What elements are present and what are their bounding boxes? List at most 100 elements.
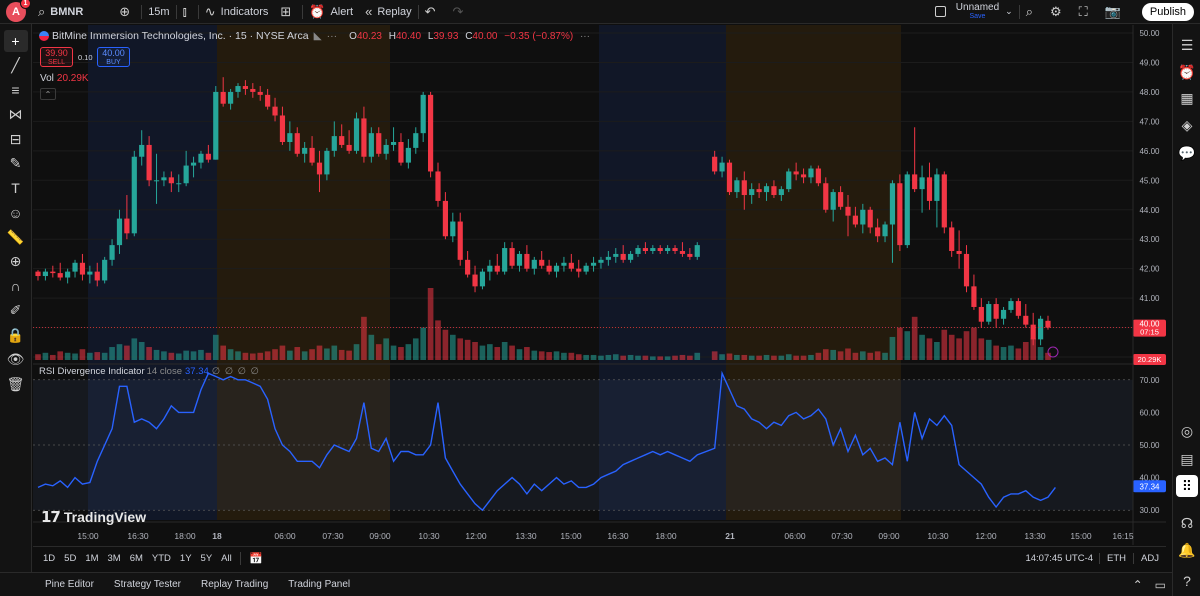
trash-icon[interactable]: 🗑 — [6, 375, 25, 392]
range-ytd[interactable]: YTD — [151, 553, 171, 564]
company-name[interactable]: BitMine Immersion Technologies, Inc. · 1… — [52, 30, 309, 42]
buy-button[interactable]: 40.00 BUY — [97, 47, 130, 67]
volume-bar — [741, 354, 748, 360]
projection-icon[interactable]: ⊟ — [9, 130, 22, 147]
sell-label: SELL — [47, 59, 66, 66]
range-1d[interactable]: 1D — [43, 553, 56, 564]
eye-icon[interactable]: 👁 — [6, 351, 25, 367]
indicators-button[interactable]: ∿ Indicators — [199, 0, 275, 24]
notifications-icon[interactable]: 🔔 — [1178, 541, 1196, 558]
redo-button[interactable]: ↷ — [446, 0, 474, 24]
alert-button[interactable]: ⏰ Alert — [303, 0, 359, 24]
zoom-icon[interactable]: ⊕ — [9, 253, 22, 269]
lock-drawings-icon[interactable]: ✐ — [9, 302, 22, 318]
time-axis-label: 12:00 — [975, 531, 997, 541]
more-icon[interactable]: ··· — [326, 30, 338, 42]
templates-button[interactable]: ⊞ — [274, 0, 302, 24]
chart-canvas[interactable]: 50.00 49.00 48.00 47.00 46.00 45.00 44.00 43.00… — [33, 25, 1166, 546]
chart-pane[interactable]: 50.00 49.00 48.00 47.00 46.00 45.00 44.00 43.00… — [33, 25, 1166, 546]
volume-bar — [852, 352, 859, 360]
tab-pine-editor[interactable]: Pine Editor — [45, 579, 94, 590]
candle-body — [808, 168, 814, 178]
range-5d[interactable]: 5D — [64, 553, 77, 564]
chevron-up-icon[interactable]: ⌃ — [1132, 577, 1143, 592]
rsi-name[interactable]: RSI Divergence Indicator — [39, 366, 145, 377]
candle-body — [124, 218, 130, 234]
ruler-icon[interactable]: 📏 — [6, 228, 25, 245]
clock[interactable]: 14:07:45 UTC-4 — [1025, 553, 1094, 564]
candle-body — [1038, 318, 1044, 340]
goto-date-icon[interactable]: 📅 — [240, 552, 267, 565]
interval-button[interactable]: 15m — [142, 0, 175, 24]
volume-bar — [279, 345, 286, 360]
candle-body — [457, 221, 463, 260]
help-icon[interactable]: ? — [1183, 573, 1191, 589]
tab-replay-trading[interactable]: Replay Trading — [201, 579, 269, 590]
volume-bar — [353, 344, 360, 360]
broadcast-icon[interactable]: ☊ — [1180, 514, 1194, 531]
volume-bar — [361, 316, 367, 360]
volume-bar — [442, 329, 449, 360]
candle-body — [912, 174, 918, 190]
brush-icon[interactable]: ✎ — [9, 155, 22, 171]
pattern-icon[interactable]: ⋈ — [8, 106, 23, 122]
range-1m[interactable]: 1M — [85, 553, 99, 564]
quick-search-button[interactable]: ⌕ — [1020, 0, 1044, 24]
eth-toggle[interactable]: ETH — [1099, 553, 1133, 564]
snapshot-button[interactable]: 📷 — [1099, 0, 1132, 24]
settings-button[interactable]: ⚙ — [1044, 0, 1073, 24]
emoji-icon[interactable]: ☺ — [8, 204, 23, 221]
adj-toggle[interactable]: ADJ — [1133, 553, 1166, 564]
layout-button[interactable]: Unnamed Save ⌄ — [929, 0, 1019, 24]
alerts-icon[interactable]: ⏰ — [1178, 63, 1196, 80]
volume-bar — [897, 327, 903, 360]
buy-label: BUY — [106, 59, 121, 66]
chat-icon[interactable]: 💬 — [1178, 144, 1196, 161]
text-icon[interactable]: T — [11, 180, 20, 196]
watchlist-icon[interactable]: ☰ — [1180, 36, 1194, 53]
replay-button[interactable]: « Replay — [359, 0, 417, 24]
candle-body — [553, 265, 560, 272]
indicators-label: Indicators — [220, 5, 269, 18]
magnet-icon[interactable]: ∩ — [10, 278, 21, 294]
volume-bar — [516, 349, 523, 360]
compare-button[interactable]: ⊕ — [113, 0, 141, 24]
range-all[interactable]: All — [221, 553, 232, 564]
object-tree-icon[interactable]: ▦ — [1180, 89, 1194, 106]
ideas-icon[interactable]: ◎ — [1180, 422, 1194, 439]
candle-body — [265, 94, 271, 107]
maximize-icon[interactable]: ▭ — [1154, 577, 1166, 592]
range-6m[interactable]: 6M — [129, 553, 143, 564]
rsi-axis-label: 70.00 — [1139, 376, 1160, 385]
tab-strategy-tester[interactable]: Strategy Tester — [113, 579, 181, 590]
time-axis-label: 10:30 — [927, 531, 949, 541]
publish-button[interactable]: Publish — [1141, 2, 1194, 21]
candle-body — [978, 306, 984, 322]
range-3m[interactable]: 3M — [107, 553, 121, 564]
symbol-search[interactable]: ⌕ BMNR — [32, 0, 89, 24]
collapse-legend-button[interactable]: ⌃ — [40, 88, 56, 100]
apps-grid-icon[interactable]: ⠿ — [1176, 475, 1198, 497]
tab-trading-panel[interactable]: Trading Panel — [288, 579, 351, 590]
range-5y[interactable]: 5Y — [200, 553, 213, 564]
trend-line-icon[interactable]: ╱ — [11, 57, 20, 73]
calendar-icon[interactable]: ▤ — [1180, 450, 1194, 467]
candle-body — [220, 91, 226, 104]
volume-bar — [79, 349, 86, 360]
layers-icon[interactable]: ◈ — [1181, 116, 1193, 133]
candle-body — [168, 177, 174, 184]
volume-bar — [35, 354, 41, 360]
fullscreen-button[interactable]: ⛶ — [1073, 0, 1099, 24]
sell-button[interactable]: 39.90 SELL — [40, 47, 73, 67]
range-1y[interactable]: 1Y — [179, 553, 192, 564]
chart-type-button[interactable]: ⫾ — [177, 0, 198, 24]
volume-bar — [657, 356, 664, 360]
candle-body — [442, 200, 448, 237]
lock-icon[interactable]: 🔒 — [6, 326, 25, 343]
crosshair-icon[interactable]: + — [3, 30, 28, 52]
fib-icon[interactable]: ≡ — [11, 82, 20, 98]
more-icon[interactable]: ··· — [579, 30, 590, 42]
undo-button[interactable]: ↶ — [419, 0, 447, 24]
